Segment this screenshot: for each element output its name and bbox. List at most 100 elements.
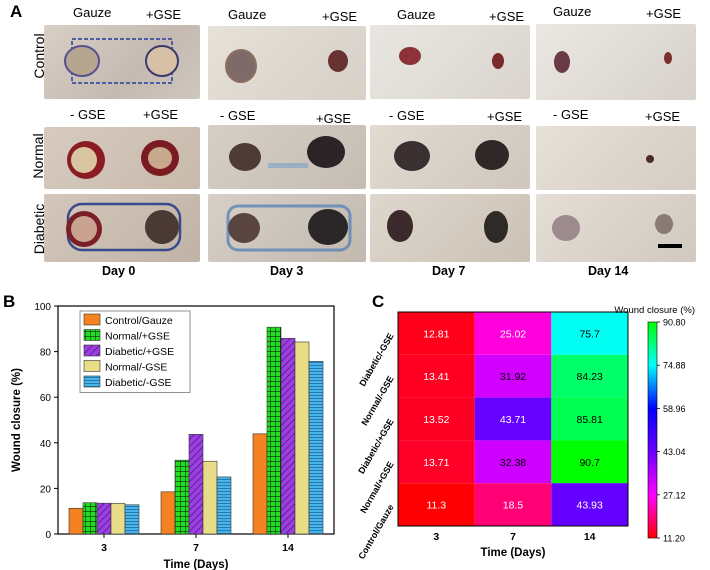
bar-normal-gse-day14: [266, 326, 282, 535]
heatmap-cell: [551, 354, 628, 398]
wound-photo-graphic: [387, 210, 508, 243]
heatmap-x-label: 14: [584, 531, 596, 543]
colorbar-tick-label: 90.80: [663, 318, 686, 328]
heatmap-cell: [398, 440, 475, 484]
x-axis-label: Time (Days): [164, 559, 229, 570]
header-control-right-col3: +GSE: [489, 9, 525, 24]
heatmap-cell-label: 43.93: [577, 500, 603, 512]
day-label-3: Day 3: [270, 264, 304, 278]
wound-closure-heatmap: 12.81 25.02 75.7 13.41 31.92 84.23 13.52 43.71 8…: [356, 305, 695, 561]
heatmap-cell-label: 31.92: [500, 371, 526, 383]
header-lower-left-col4: - GSE: [553, 107, 589, 122]
heatmap-frame: [397, 311, 629, 527]
heatmap-x-axis-label: Time (Days): [481, 547, 546, 559]
colorbar-tick-label: 43.04: [663, 447, 686, 457]
y-tick-label: 0: [45, 530, 51, 541]
legend-swatch: [83, 375, 101, 388]
heatmap-cell-label: 11.3: [426, 500, 446, 512]
bar-diabetic-gse-day3: [96, 502, 112, 535]
wound-photo-graphic: [226, 204, 352, 252]
heatmap-cell: [551, 397, 628, 441]
header-control-left-col2: Gauze: [228, 7, 267, 22]
photo-normal-day0: [44, 127, 200, 189]
y-tick-label: 80: [40, 348, 52, 359]
bar-control-gauze-day14: [252, 433, 268, 535]
header-control-left-col4: Gauze: [553, 4, 592, 19]
x-tick-label: 14: [282, 542, 294, 554]
bar-normal-gse-day14: [294, 341, 310, 535]
bar-diabetic-gse-day7: [216, 476, 232, 535]
header-control-right-col4: +GSE: [646, 6, 682, 21]
heatmap-cell: [551, 483, 628, 526]
legend-label: Normal/+GSE: [105, 331, 170, 343]
heatmap-cell: [398, 354, 475, 398]
photo-control-day3: [208, 26, 366, 100]
x-tick-label: 7: [193, 542, 199, 554]
wound-closure-bar-chart: 0 20 40 60 80 100 3 7 14 Time (Days) Wound closure…: [11, 302, 335, 570]
heatmap-cell-label: 84.23: [577, 371, 603, 383]
heatmap-cell-label: 13.52: [423, 414, 449, 426]
heatmap-cell: [474, 483, 552, 526]
photo-diabetic-day7: [370, 194, 530, 262]
bar-normal-gse-day7: [202, 460, 218, 535]
legend-label: Diabetic/-GSE: [105, 377, 172, 389]
wound-photo-graphic: [554, 51, 672, 73]
heatmap-cell: [474, 397, 552, 441]
photo-control-day14: [536, 24, 696, 100]
legend-label: Diabetic/+GSE: [105, 346, 174, 358]
heatmap-cell-label: 90.7: [579, 457, 600, 469]
legend-swatch: [83, 329, 101, 341]
heatmap-cell-label: 25.02: [500, 328, 526, 340]
header-lower-right-col1: +GSE: [143, 107, 179, 122]
heatmap-cell-label: 13.41: [423, 371, 449, 383]
heatmap-cell-label: 13.71: [423, 457, 449, 469]
heatmap-cell-label: 32.38: [500, 457, 526, 469]
legend-swatch: [83, 344, 101, 357]
colorbar-tick-label: 11.20: [663, 534, 685, 544]
day-label-7: Day 7: [432, 264, 466, 278]
colorbar: [647, 321, 658, 539]
header-control-left-col1: Gauze: [73, 5, 112, 20]
heatmap-cell: [551, 440, 628, 484]
photo-normal-day14: [536, 126, 696, 190]
photo-control-day7: [370, 25, 530, 99]
colorbar-tick-label: 27.12: [663, 490, 686, 500]
heatmap-cell: [474, 354, 552, 398]
header-lower-left-col2: - GSE: [220, 108, 256, 123]
legend-label: Normal/-GSE: [105, 362, 167, 374]
heatmap-cell: [398, 397, 475, 441]
panel-c-letter: C: [372, 292, 385, 311]
day-label-0: Day 0: [102, 264, 136, 278]
heatmap-x-label: 3: [433, 531, 439, 543]
photo-diabetic-day3: [208, 194, 366, 262]
heatmap-cell-label: 43.71: [500, 414, 526, 426]
colorbar-title: Wound closure (%): [614, 305, 695, 316]
wound-photo-graphic: [229, 136, 345, 171]
wound-photo-graphic: [399, 47, 504, 69]
photo-diabetic-day0: [44, 194, 200, 262]
bar-normal-gse-day7: [174, 459, 190, 535]
y-axis-label: Wound closure (%): [11, 368, 23, 472]
header-lower-right-col4: +GSE: [645, 109, 681, 124]
photo-diabetic-day14: [536, 194, 696, 262]
legend-swatch: [83, 360, 101, 372]
heatmap-cell-label: 75.7: [579, 328, 600, 340]
panel-b-letter: B: [3, 292, 16, 311]
heatmap-cell: [398, 483, 475, 526]
heatmap-cell: [551, 312, 628, 355]
wound-photo-graphic: [646, 155, 654, 163]
legend-label: Control/Gauze: [105, 315, 173, 327]
header-lower-left-col1: - GSE: [70, 107, 106, 122]
bar-control-gauze-day3: [68, 507, 84, 535]
heatmap-cell: [398, 312, 475, 355]
wound-photo-graphic: [552, 214, 682, 248]
header-control-left-col3: Gauze: [397, 7, 436, 22]
bar-control-gauze-day7: [160, 491, 176, 535]
wound-photo-graphic: [64, 38, 179, 84]
wound-photo-graphic: [67, 140, 179, 179]
y-tick-label: 20: [40, 484, 52, 495]
colorbar-tick-label: 74.88: [663, 361, 686, 371]
panel-a-letter: A: [10, 2, 23, 21]
bar-normal-gse-day3: [110, 503, 126, 535]
photo-normal-day7: [370, 125, 530, 189]
